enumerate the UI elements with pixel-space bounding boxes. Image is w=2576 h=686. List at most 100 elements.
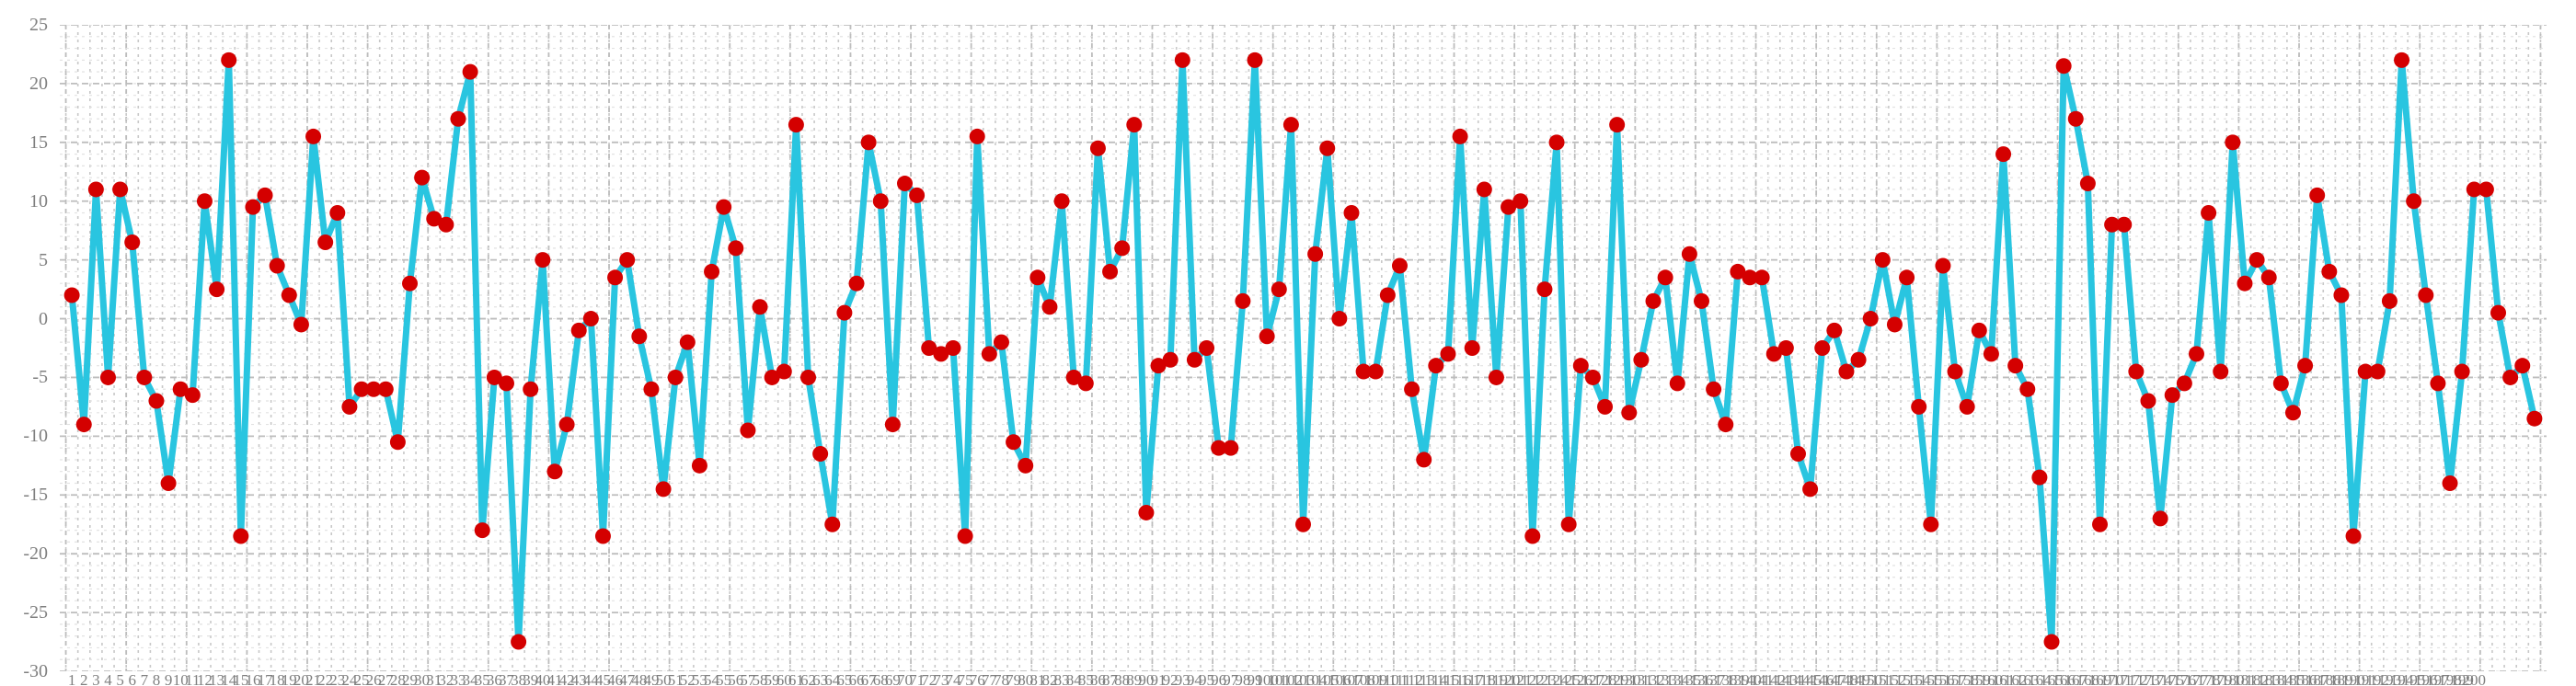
data-point-marker — [2369, 363, 2386, 380]
data-point-marker — [63, 287, 80, 303]
y-axis-tick-label: -20 — [23, 543, 48, 565]
data-point-marker — [2092, 516, 2109, 532]
data-point-marker — [1560, 516, 1577, 532]
data-point-marker — [474, 522, 490, 539]
data-point-marker — [1114, 240, 1131, 257]
data-point-marker — [812, 446, 829, 463]
data-point-marker — [535, 252, 551, 269]
data-point-marker — [1006, 434, 1022, 451]
data-point-marker — [209, 281, 225, 298]
x-axis-tick-label: 197 — [2426, 672, 2450, 686]
data-point-marker — [2466, 181, 2482, 198]
data-point-marker — [1730, 263, 1746, 280]
x-axis-tick-label: 193 — [2377, 672, 2402, 686]
x-axis-tick-label: 166 — [2052, 672, 2076, 686]
data-point-marker — [1874, 252, 1891, 269]
x-axis-tick-label: 151 — [1870, 672, 1895, 686]
data-point-marker — [1597, 398, 1614, 415]
x-axis-tick-label: 71 — [909, 672, 926, 686]
x-axis-tick-label: 58 — [752, 672, 768, 686]
x-axis-tick-label: 144 — [1786, 672, 1811, 686]
data-point-marker — [1089, 140, 1106, 156]
x-axis-tick-label: 134 — [1665, 672, 1690, 686]
x-axis-tick-label: 59 — [764, 672, 780, 686]
data-point-marker — [1138, 504, 1155, 520]
data-point-marker — [2333, 287, 2350, 303]
x-axis-tick-label: 48 — [631, 672, 648, 686]
x-axis-tick-label: 45 — [594, 672, 611, 686]
data-point-marker — [2116, 216, 2133, 233]
x-axis-tick-label: 100 — [1255, 672, 1279, 686]
data-point-marker — [1633, 351, 1650, 368]
x-axis-tick-label: 171 — [2112, 672, 2136, 686]
x-axis-tick-label: 67 — [860, 672, 877, 686]
data-point-marker — [1548, 134, 1565, 151]
x-axis-tick-label: 92 — [1162, 672, 1179, 686]
x-axis-tick-label: 63 — [812, 672, 829, 686]
data-point-marker — [281, 287, 297, 303]
x-axis-tick-label: 183 — [2257, 672, 2281, 686]
x-axis-tick-label: 21 — [305, 672, 322, 686]
data-point-marker — [691, 457, 707, 474]
data-point-marker — [305, 128, 322, 144]
x-axis-tick-label: 135 — [1677, 672, 1702, 686]
x-axis-tick-label: 177 — [2184, 672, 2209, 686]
data-point-marker — [1041, 299, 1058, 315]
data-point-marker — [728, 240, 744, 257]
x-axis-tick-label: 51 — [667, 672, 684, 686]
x-axis-tick-label: 106 — [1328, 672, 1351, 686]
data-point-marker — [788, 117, 804, 133]
data-point-marker — [2321, 263, 2338, 280]
x-axis-tick-label: 11 — [185, 672, 201, 686]
x-axis-tick-label: 120 — [1496, 672, 1521, 686]
x-axis-tick-label: 46 — [607, 672, 624, 686]
x-axis-tick-label: 164 — [2028, 672, 2052, 686]
data-point-marker — [2297, 358, 2314, 374]
data-point-marker — [1162, 351, 1179, 368]
x-axis-tick-label: 98 — [1235, 672, 1251, 686]
x-axis-tick-label: 76 — [969, 672, 985, 686]
data-point-marker — [1899, 269, 1915, 286]
data-point-marker — [1367, 363, 1384, 380]
data-point-marker — [1271, 281, 1287, 298]
x-axis-tick-label: 179 — [2208, 672, 2233, 686]
x-axis-tick-label: 38 — [511, 672, 527, 686]
x-axis-tick-label: 73 — [933, 672, 949, 686]
x-axis-tick-label: 74 — [945, 672, 961, 686]
x-axis-tick-label: 199 — [2450, 672, 2474, 686]
data-point-marker — [546, 463, 563, 480]
x-axis-tick-label: 132 — [1641, 672, 1665, 686]
x-axis-tick-label: 195 — [2401, 672, 2426, 686]
x-axis-tick-label: 82 — [1041, 672, 1058, 686]
data-point-marker — [1102, 263, 1119, 280]
x-axis-tick-label: 126 — [1569, 672, 1593, 686]
x-axis-tick-label: 180 — [2221, 672, 2245, 686]
x-axis-tick-label: 66 — [848, 672, 865, 686]
data-point-marker — [1706, 381, 1722, 397]
x-axis-tick-label: 185 — [2281, 672, 2306, 686]
x-axis-tick-label: 167 — [2064, 672, 2088, 686]
data-point-marker — [1065, 369, 1082, 385]
data-point-marker — [969, 128, 985, 144]
data-point-marker — [233, 528, 249, 544]
x-axis-tick-label: 3 — [92, 672, 100, 686]
x-axis-tick-label: 161 — [1991, 672, 2016, 686]
x-axis-tick-label: 78 — [993, 672, 1009, 686]
data-point-marker — [2284, 405, 2301, 421]
data-point-marker — [1777, 340, 1794, 356]
data-point-marker — [2490, 304, 2507, 321]
data-point-marker — [1959, 398, 1975, 415]
data-point-marker — [2043, 634, 2060, 650]
x-axis-tick-label: 12 — [196, 672, 213, 686]
data-point-marker — [2248, 252, 2265, 269]
data-point-marker — [136, 369, 153, 385]
x-axis-tick-label: 10 — [172, 672, 189, 686]
data-point-marker — [87, 181, 104, 198]
x-axis-tick-label: 129 — [1604, 672, 1629, 686]
x-axis-tick-label: 155 — [1919, 672, 1943, 686]
data-point-marker — [1536, 281, 1553, 298]
data-point-marker — [317, 234, 334, 250]
data-point-marker — [1802, 481, 1819, 497]
x-axis-tick-label: 111 — [1388, 672, 1411, 686]
data-point-marker — [1742, 269, 1758, 286]
